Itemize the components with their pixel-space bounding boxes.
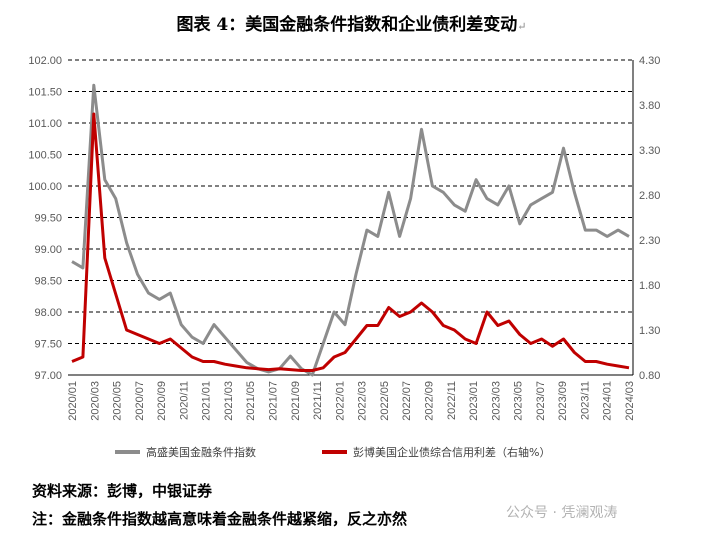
x-tick-label: 2020/07 bbox=[134, 381, 146, 421]
right-axis-ticks: 0.80 1.30 1.80 2.30 2.80 3.30 3.80 4.30 bbox=[639, 55, 660, 382]
watermark: 公众号 · 凭澜观涛 bbox=[506, 505, 618, 521]
right-tick-label: 2.80 bbox=[639, 190, 660, 202]
right-tick-label: 1.30 bbox=[639, 325, 660, 337]
right-tick-label: 0.80 bbox=[639, 370, 660, 382]
spread-series-line bbox=[71, 112, 630, 372]
x-tick-label: 2024/01 bbox=[602, 381, 614, 421]
x-tick-label: 2022/11 bbox=[446, 381, 458, 420]
x-tick-label: 2023/09 bbox=[557, 381, 569, 421]
left-axis-ticks: 97.00 97.50 98.00 98.50 99.00 99.50 100.00 100.… bbox=[28, 55, 62, 382]
x-tick-label: 2021/03 bbox=[223, 381, 235, 421]
x-tick-label: 2023/05 bbox=[513, 381, 525, 421]
source-text: 资料来源：彭博，中银证券 bbox=[32, 482, 213, 500]
chart: 97.00 97.50 98.00 98.50 99.00 99.50 100.00 100.… bbox=[28, 55, 660, 459]
right-tick-label: 2.30 bbox=[639, 235, 660, 247]
x-tick-label: 2020/05 bbox=[112, 381, 124, 421]
x-tick-label: 2021/01 bbox=[201, 381, 213, 421]
grid-lines bbox=[68, 59, 634, 376]
left-tick-label: 97.00 bbox=[34, 370, 62, 382]
note-text: 注：金融条件指数越高意味着金融条件越紧缩，反之亦然 bbox=[32, 510, 408, 528]
right-tick-label: 1.80 bbox=[639, 280, 660, 292]
x-tick-label: 2020/01 bbox=[67, 381, 79, 421]
chart-title: 图表 4：美国金融条件指数和企业债利差变动↵ bbox=[176, 15, 527, 35]
left-tick-label: 98.00 bbox=[34, 307, 62, 319]
x-tick-label: 2023/03 bbox=[490, 381, 502, 421]
right-tick-label: 3.30 bbox=[639, 145, 660, 157]
left-tick-label: 99.00 bbox=[34, 244, 62, 256]
left-tick-label: 101.00 bbox=[28, 118, 62, 130]
legend-label-spread: 彭博美国企业债综合信用利差（右轴%） bbox=[353, 445, 550, 459]
x-tick-label: 2023/07 bbox=[535, 381, 547, 421]
x-tick-label: 2020/11 bbox=[178, 381, 190, 420]
left-tick-label: 99.50 bbox=[34, 213, 62, 225]
x-tick-label: 2024/03 bbox=[624, 381, 636, 421]
fci-series-line bbox=[71, 83, 630, 377]
left-tick-label: 98.50 bbox=[34, 276, 62, 288]
right-tick-label: 4.30 bbox=[639, 55, 660, 67]
left-tick-label: 97.50 bbox=[34, 339, 62, 351]
x-tick-label: 2020/09 bbox=[156, 381, 168, 421]
left-tick-label: 101.50 bbox=[28, 87, 62, 99]
x-tick-label: 2021/09 bbox=[290, 381, 302, 421]
x-tick-label: 2022/07 bbox=[401, 381, 413, 421]
right-tick-label: 3.80 bbox=[639, 100, 660, 112]
x-tick-label: 2021/05 bbox=[245, 381, 257, 421]
legend: 高盛美国金融条件指数 彭博美国企业债综合信用利差（右轴%） bbox=[115, 445, 550, 459]
x-tick-label: 2020/03 bbox=[89, 381, 101, 421]
left-tick-label: 100.50 bbox=[28, 150, 62, 162]
left-tick-label: 102.00 bbox=[28, 55, 62, 67]
series-lines bbox=[71, 83, 630, 377]
x-tick-label: 2022/01 bbox=[334, 381, 346, 421]
x-tick-label: 2021/11 bbox=[312, 381, 324, 420]
legend-label-fci: 高盛美国金融条件指数 bbox=[146, 445, 256, 459]
x-tick-label: 2022/09 bbox=[423, 381, 435, 421]
x-tick-label: 2023/11 bbox=[579, 381, 591, 420]
x-tick-label: 2021/07 bbox=[268, 381, 280, 421]
x-tick-label: 2022/05 bbox=[379, 381, 391, 421]
x-tick-label: 2022/03 bbox=[357, 381, 369, 421]
x-axis-ticks: 2020/01 2020/03 2020/05 2020/07 2020/09 2020/… bbox=[67, 381, 636, 421]
left-tick-label: 100.00 bbox=[28, 181, 62, 193]
x-tick-label: 2023/01 bbox=[468, 381, 480, 421]
